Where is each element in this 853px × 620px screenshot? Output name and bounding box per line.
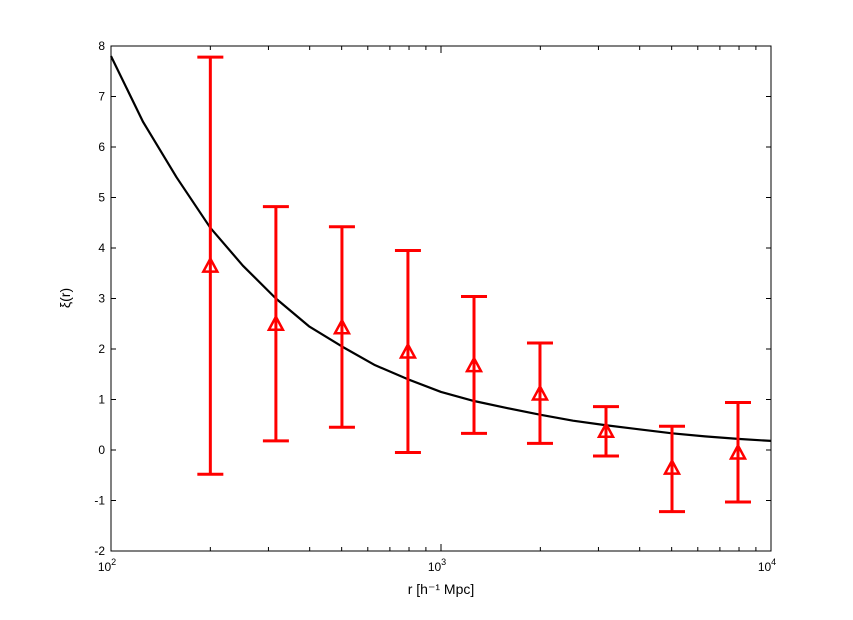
x-axis-label: r [h⁻¹ Mpc] (408, 581, 475, 597)
x-tick-label-0: 102 (98, 557, 116, 574)
y-tick-label-4: 2 (98, 342, 105, 356)
triangle-marker-0 (201, 256, 220, 273)
model-curve-layer (110, 55, 772, 443)
y-tick-label-0: -2 (94, 544, 105, 558)
triangle-marker-7 (662, 458, 682, 475)
plot-area (110, 45, 772, 552)
x-tick-label-2: 104 (758, 557, 776, 574)
triangle-marker-5 (530, 383, 550, 401)
data-point-6 (592, 405, 619, 458)
triangle-marker-2 (332, 317, 352, 335)
data-point-1 (262, 205, 289, 443)
y-tick-label-5: 3 (98, 292, 105, 306)
y-tick-label-9: 7 (98, 90, 105, 104)
y-tick-label-3: 1 (98, 393, 105, 407)
data-point-2 (328, 225, 355, 429)
triangle-marker-3 (398, 341, 418, 359)
triangle-marker-1 (266, 314, 285, 331)
errorbar-layer (197, 55, 751, 514)
y-tick-label-8: 6 (98, 140, 105, 154)
x-tick-label-1: 103 (428, 557, 446, 574)
data-point-8 (724, 401, 751, 504)
triangle-marker-4 (464, 355, 484, 373)
model-curve-0 (110, 55, 772, 443)
y-axis-label: ξ(r) (57, 288, 73, 308)
data-point-5 (526, 341, 553, 445)
data-point-4 (461, 294, 488, 435)
data-point-7 (659, 424, 686, 514)
triangle-marker-6 (596, 421, 616, 439)
data-point-0 (197, 55, 224, 476)
y-tick-label-10: 8 (98, 39, 105, 53)
triangle-marker-8 (728, 442, 748, 460)
y-tick-label-7: 5 (98, 191, 105, 205)
y-tick-label-6: 4 (98, 241, 105, 255)
y-tick-label-2: 0 (98, 443, 105, 457)
data-point-3 (394, 249, 421, 455)
y-tick-label-1: -1 (94, 494, 105, 508)
